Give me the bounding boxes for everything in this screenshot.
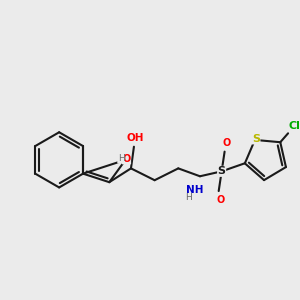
Text: S: S <box>252 134 260 144</box>
Text: Cl: Cl <box>289 121 300 131</box>
Text: O: O <box>217 195 225 205</box>
Text: H: H <box>118 154 124 163</box>
Text: S: S <box>218 166 226 176</box>
Text: NH: NH <box>186 185 204 195</box>
Text: OH: OH <box>126 133 144 143</box>
Text: H: H <box>185 194 191 202</box>
Text: O: O <box>122 154 130 164</box>
Text: O: O <box>223 138 231 148</box>
